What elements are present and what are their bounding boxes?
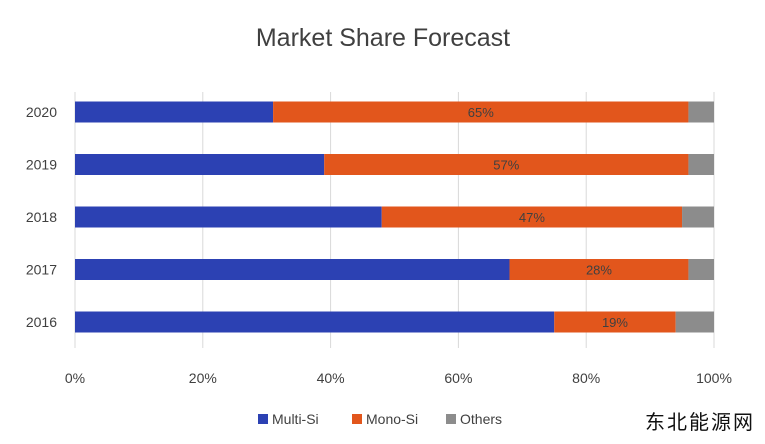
category-label: 2017 xyxy=(26,262,57,278)
legend-label-multi-si: Multi-Si xyxy=(272,411,319,427)
x-tick-label: 100% xyxy=(696,370,732,386)
bar-mono-si xyxy=(509,259,689,280)
x-tick-label: 80% xyxy=(572,370,600,386)
data-label: 28% xyxy=(586,263,612,278)
bar-multi-si xyxy=(75,101,274,123)
legend-swatch-multi-si xyxy=(258,414,268,424)
bar-others xyxy=(688,259,714,280)
bar-others xyxy=(688,154,714,175)
bar-multi-si xyxy=(75,259,510,280)
x-tick-label: 0% xyxy=(65,370,85,386)
bar-mono-si xyxy=(381,206,683,228)
category-label: 2016 xyxy=(26,314,57,330)
bar-mono-si xyxy=(554,311,676,333)
category-label: 2019 xyxy=(26,157,57,173)
data-label: 47% xyxy=(519,210,545,225)
bar-others xyxy=(688,101,714,123)
bar-multi-si xyxy=(75,311,555,333)
data-labels: 65% 57% 47% 28% 19% xyxy=(468,105,629,330)
data-label: 19% xyxy=(602,315,628,330)
data-label: 57% xyxy=(493,158,519,173)
legend-label-others: Others xyxy=(460,411,502,427)
bar-multi-si xyxy=(75,154,325,175)
legend-swatch-others xyxy=(446,414,456,424)
category-label: 2018 xyxy=(26,209,57,225)
x-tick-label: 20% xyxy=(189,370,217,386)
data-label: 65% xyxy=(468,105,494,120)
watermark: 东北能源网 xyxy=(645,411,755,434)
bar-others xyxy=(682,206,714,228)
legend-swatch-mono-si xyxy=(352,414,362,424)
legend: Multi-Si Mono-Si Others xyxy=(258,411,502,427)
axes: 0% 20% 40% 60% 80% 100% 2020 2019 2018 2017 2016 xyxy=(26,104,732,386)
bar-mono-si xyxy=(273,101,689,123)
x-tick-label: 60% xyxy=(444,370,472,386)
bar-mono-si xyxy=(324,154,689,175)
chart-title: Market Share Forecast xyxy=(256,24,510,52)
bar-others xyxy=(675,311,714,333)
bar-multi-si xyxy=(75,206,382,228)
bars xyxy=(75,101,714,333)
x-tick-label: 40% xyxy=(317,370,345,386)
category-label: 2020 xyxy=(26,104,57,120)
legend-label-mono-si: Mono-Si xyxy=(366,411,418,427)
